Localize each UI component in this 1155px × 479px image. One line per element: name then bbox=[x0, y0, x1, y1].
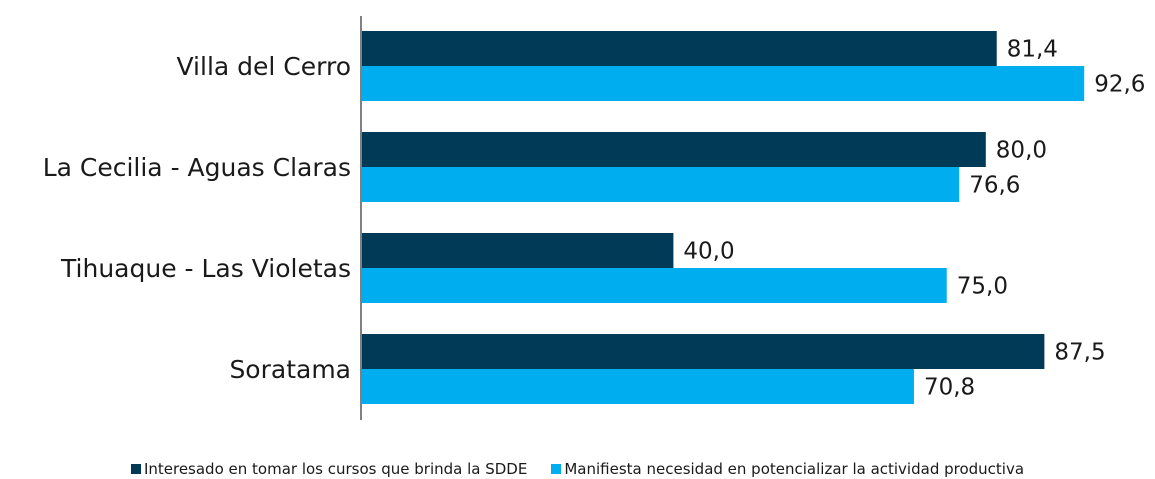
bar-series-2 bbox=[361, 369, 914, 404]
legend-label-series-2: Manifiesta necesidad en potencializar la… bbox=[564, 459, 1025, 478]
data-label: 87,5 bbox=[1054, 340, 1105, 366]
bar-series-1 bbox=[361, 233, 674, 268]
data-label: 70,8 bbox=[924, 375, 975, 401]
data-label: 40,0 bbox=[683, 239, 734, 265]
legend-swatch-series-2 bbox=[551, 463, 562, 474]
bars-group bbox=[361, 31, 1085, 404]
data-label: 76,6 bbox=[969, 173, 1020, 199]
legend: Interesado en tomar los cursos que brind… bbox=[0, 458, 1155, 479]
category-labels: Villa del Cerro La Cecilia - Aguas Claras… bbox=[43, 52, 351, 384]
category-label: La Cecilia - Aguas Claras bbox=[43, 153, 351, 182]
legend-label-series-1: Interesado en tomar los cursos que brind… bbox=[143, 459, 528, 478]
bar-series-1 bbox=[361, 334, 1045, 369]
bar-series-1 bbox=[361, 132, 986, 167]
category-label: Villa del Cerro bbox=[177, 52, 352, 81]
bar-series-2 bbox=[361, 268, 947, 303]
bar-series-1 bbox=[361, 31, 997, 66]
category-label: Tihuaque - Las Violetas bbox=[60, 254, 351, 283]
category-label: Soratama bbox=[229, 355, 351, 384]
legend-item-series-1: Interesado en tomar los cursos que brind… bbox=[130, 458, 528, 479]
data-label: 81,4 bbox=[1007, 37, 1058, 63]
bar-series-2 bbox=[361, 66, 1085, 101]
value-labels: 81,4 92,6 80,0 76,6 40,0 75,0 87,5 70,8 bbox=[683, 37, 1145, 401]
data-label: 75,0 bbox=[957, 274, 1008, 300]
data-label: 92,6 bbox=[1094, 72, 1145, 98]
bar-series-2 bbox=[361, 167, 960, 202]
legend-item-series-2: Manifiesta necesidad en potencializar la… bbox=[551, 458, 1024, 479]
legend-swatch-series-1 bbox=[130, 463, 141, 474]
data-label: 80,0 bbox=[996, 138, 1047, 164]
bar-chart: Villa del Cerro La Cecilia - Aguas Claras… bbox=[43, 16, 1145, 420]
